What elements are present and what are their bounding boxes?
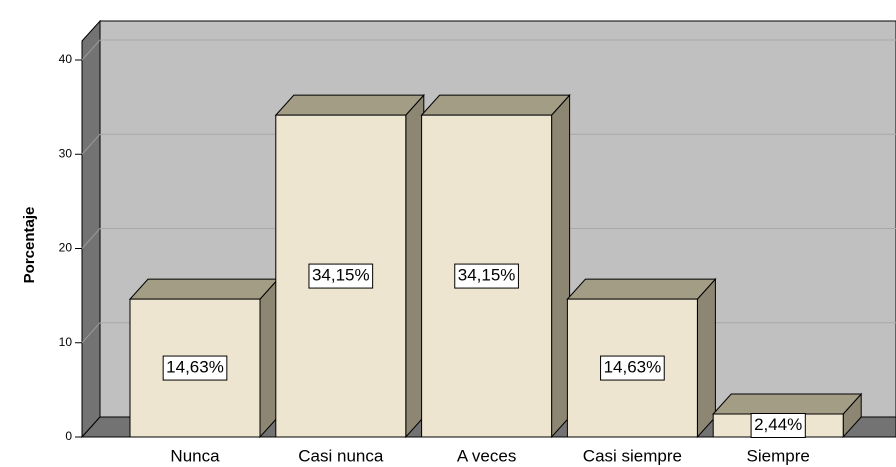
value-label: 34,15% [458, 266, 516, 285]
bar-side [551, 93, 571, 439]
bar-top [420, 94, 571, 116]
value-label-box [750, 413, 806, 439]
grid-line [81, 133, 101, 155]
bar-top [128, 278, 280, 300]
left-wall [81, 19, 101, 439]
y-tick-label: 30 [59, 146, 73, 160]
value-label: 14,63% [604, 358, 662, 377]
value-label: 14,63% [166, 358, 224, 377]
value-label: 2,44% [754, 415, 802, 434]
grid-line [81, 322, 101, 344]
value-label-box [600, 355, 665, 381]
value-label-box [308, 263, 374, 289]
bar-top [712, 393, 863, 415]
bar-top [274, 94, 425, 116]
y-tick-label: 10 [59, 335, 73, 349]
y-axis-title: Porcentaje [21, 207, 38, 284]
x-tick-label: A veces [457, 446, 517, 465]
value-label: 34,15% [312, 266, 370, 285]
y-tick-label: 20 [59, 241, 73, 255]
x-tick-label: Nunca [170, 446, 220, 465]
x-tick-label: Casi nunca [298, 446, 384, 465]
x-tick-label: Siempre [747, 446, 810, 465]
grid-line [81, 228, 101, 249]
grid-line [81, 39, 101, 61]
value-label-box [454, 263, 519, 289]
y-tick-label: 0 [65, 429, 72, 443]
bar-side [696, 277, 716, 439]
x-tick-label: Casi siempre [583, 446, 682, 465]
y-tick-label: 40 [59, 52, 73, 66]
value-label-box [162, 355, 228, 381]
bar-side [405, 93, 425, 439]
bar-top [566, 278, 717, 300]
